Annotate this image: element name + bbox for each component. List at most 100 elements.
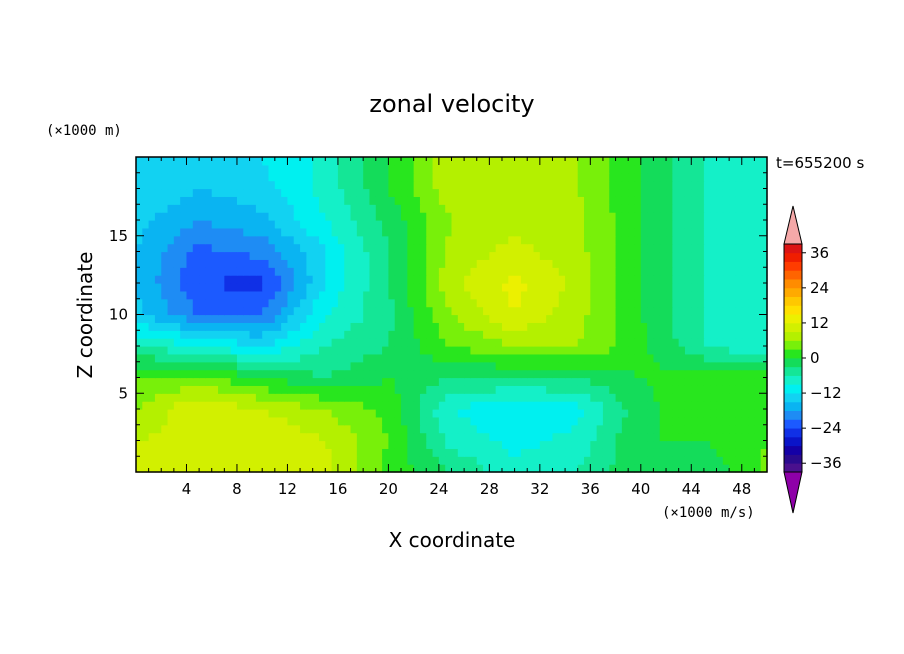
heatmap-cell (634, 235, 642, 245)
heatmap-cell (634, 180, 642, 190)
heatmap-cell (445, 290, 453, 300)
heatmap-cell (653, 306, 661, 316)
heatmap-cell (565, 180, 572, 190)
heatmap-cell (230, 212, 238, 221)
heatmap-cell (438, 448, 446, 457)
heatmap-cell (451, 456, 459, 465)
heatmap-cell (268, 267, 276, 276)
heatmap-cell (218, 306, 225, 316)
heatmap-cell (236, 440, 244, 449)
heatmap-cell (476, 298, 484, 308)
heatmap-cell (167, 322, 175, 331)
heatmap-cell (684, 416, 692, 426)
heatmap-cell (451, 196, 459, 205)
heatmap-cell (533, 275, 541, 284)
heatmap-cell (653, 267, 661, 276)
heatmap-cell (199, 440, 207, 449)
heatmap-cell (173, 353, 181, 363)
heatmap-cell (224, 338, 232, 347)
heatmap-cell (470, 322, 478, 331)
heatmap-cell (457, 393, 465, 402)
heatmap-cell (161, 267, 169, 276)
heatmap-cell (451, 235, 459, 245)
heatmap-cell (407, 416, 415, 426)
heatmap-cell (394, 290, 402, 300)
heatmap-cell (476, 393, 484, 402)
heatmap-cell (729, 212, 737, 221)
heatmap-cell (211, 172, 219, 182)
heatmap-cell (716, 275, 724, 284)
heatmap-cell (375, 385, 383, 394)
heatmap-cell (293, 275, 301, 284)
heatmap-cell (268, 330, 276, 339)
heatmap-cell (413, 346, 421, 355)
heatmap-cell (565, 424, 572, 434)
heatmap-cell (325, 275, 333, 284)
heatmap-cell (300, 227, 307, 237)
heatmap-cell (741, 235, 749, 245)
heatmap-cell (312, 409, 320, 418)
heatmap-cell (255, 306, 263, 316)
heatmap-cell (520, 275, 528, 284)
heatmap-cell (243, 220, 251, 229)
heatmap-cell (419, 306, 427, 316)
heatmap-cell (565, 346, 572, 355)
heatmap-cell (344, 432, 352, 442)
chart-title: zonal velocity (369, 90, 534, 118)
heatmap-cell (331, 283, 339, 292)
heatmap-cell (287, 188, 295, 197)
heatmap-cell (539, 259, 547, 268)
heatmap-cell (659, 338, 667, 347)
heatmap-cell (691, 259, 699, 268)
heatmap-cell (495, 259, 503, 268)
x-tick-label: 28 (480, 480, 499, 498)
heatmap-cell (577, 464, 585, 473)
heatmap-cell (483, 432, 490, 442)
heatmap-cell (230, 440, 238, 449)
heatmap-cell (432, 314, 440, 323)
heatmap-cell (703, 401, 711, 410)
heatmap-cell (369, 243, 377, 253)
heatmap-cell (388, 196, 396, 205)
heatmap-cell (483, 235, 490, 245)
heatmap-cell (552, 227, 560, 237)
heatmap-cell (382, 283, 389, 292)
heatmap-cell (306, 346, 314, 355)
heatmap-cell (464, 432, 472, 442)
heatmap-cell (407, 235, 415, 245)
heatmap-cell (142, 416, 150, 426)
heatmap-cell (192, 424, 200, 434)
heatmap-cell (363, 267, 371, 276)
heatmap-cell (495, 424, 503, 434)
heatmap-cell (615, 416, 623, 426)
heatmap-cell (300, 188, 307, 197)
heatmap-cell (274, 330, 282, 339)
heatmap-cell (684, 196, 692, 205)
heatmap-cell (167, 306, 175, 316)
heatmap-cell (142, 314, 150, 323)
heatmap-cell (281, 330, 289, 339)
heatmap-cell (457, 180, 465, 190)
heatmap-cell (255, 353, 263, 363)
heatmap-cell (748, 377, 755, 386)
heatmap-cell (236, 432, 244, 442)
heatmap-cell (602, 180, 610, 190)
heatmap-cell (451, 361, 459, 371)
heatmap-cell (596, 164, 604, 174)
heatmap-cell (602, 393, 610, 402)
heatmap-cell (344, 251, 352, 260)
heatmap-cell (476, 243, 484, 253)
heatmap-cell (501, 322, 509, 331)
heatmap-cell (476, 369, 484, 379)
heatmap-cell (539, 306, 547, 316)
heatmap-cell (558, 196, 566, 205)
heatmap-cell (432, 456, 440, 465)
heatmap-cell (647, 448, 655, 457)
heatmap-cell (476, 322, 484, 331)
heatmap-cell (741, 432, 749, 442)
heatmap-cell (407, 172, 415, 182)
heatmap-cell (293, 464, 301, 473)
heatmap-cell (167, 212, 175, 221)
heatmap-cell (325, 267, 333, 276)
heatmap-cell (331, 330, 339, 339)
